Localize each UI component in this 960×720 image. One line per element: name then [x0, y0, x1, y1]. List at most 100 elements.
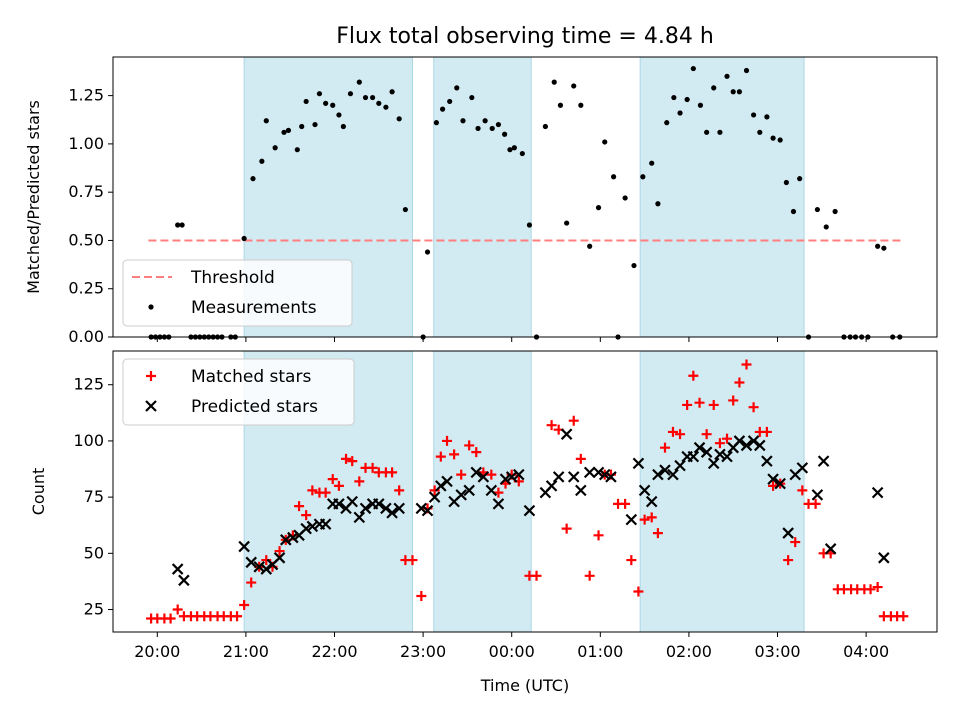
top-axes-frame	[112, 56, 938, 338]
matched-stars-point	[790, 537, 801, 548]
top-shaded-interval	[639, 56, 805, 338]
top-legend-label: Measurements	[191, 298, 317, 318]
predicted-stars-point	[645, 495, 658, 508]
matched-stars-point	[307, 485, 318, 496]
matched-stars-point	[722, 433, 733, 444]
measurement-point	[356, 79, 362, 85]
measurement-point	[578, 102, 584, 108]
predicted-stars-point	[463, 484, 475, 497]
bottom-y-axis-label: Count	[29, 468, 48, 516]
predicted-stars-point	[687, 450, 700, 463]
predicted-stars-point	[693, 441, 706, 454]
measurement-point	[272, 145, 278, 151]
x-tick-label: 00:00	[489, 642, 535, 661]
matched-stars-point	[872, 582, 883, 593]
matched-stars-point	[652, 528, 663, 539]
measurement-point	[347, 91, 354, 97]
measurement-point	[502, 131, 508, 137]
measurement-point	[881, 245, 887, 251]
predicted-stars-point	[632, 457, 645, 470]
bottom-y-tick-label: 100	[73, 431, 104, 450]
measurement-point	[424, 249, 431, 255]
x-axis-label: Time (UTC)	[480, 676, 569, 695]
chart-title: Flux total observing time = 4.84 h	[336, 24, 714, 49]
predicted-stars-point	[333, 498, 345, 510]
matched-stars-point	[435, 451, 446, 462]
predicted-stars-point	[747, 435, 760, 447]
predicted-stars-point	[871, 486, 884, 499]
matched-stars-point	[898, 611, 909, 622]
top-shaded-interval	[433, 56, 532, 338]
measurement-point	[179, 222, 185, 228]
measurement-point	[622, 195, 628, 201]
top-y-tick-label: 0.25	[68, 279, 104, 298]
top-panel: 0.00 0.25 0.50 0.75 1.00 1.25 Matched/Predicte…	[24, 56, 938, 346]
measurement-point	[649, 160, 655, 166]
matched-stars-point	[449, 449, 460, 460]
matched-stars-point	[341, 453, 352, 464]
bottom-legend-box	[122, 358, 355, 426]
measurement-point	[724, 73, 730, 79]
matched-stars-point	[261, 555, 272, 566]
measurement-point	[370, 94, 376, 101]
bottom-y-tick-label: 50	[84, 543, 104, 562]
bottom-legend-label: Matched stars	[191, 367, 311, 387]
predicted-stars-point	[552, 471, 565, 483]
predicted-stars-point	[386, 507, 398, 519]
measurement-point	[475, 125, 481, 132]
legend-matched-swatch	[146, 371, 156, 381]
predicted-stars-point	[782, 527, 794, 539]
measurement-point	[482, 118, 488, 124]
predicted-stars-point	[659, 464, 671, 476]
predicted-stars-point	[567, 471, 580, 483]
legend-measurements-swatch	[148, 304, 154, 310]
matched-stars-point	[333, 480, 344, 491]
predicted-stars-point	[415, 502, 428, 515]
predicted-stars-point	[761, 455, 773, 467]
x-tick-label: 21:00	[223, 642, 269, 661]
measurement-point	[340, 123, 346, 130]
measurement-point	[175, 222, 181, 228]
predicted-stars-point	[470, 466, 483, 479]
predicted-stars-point	[359, 502, 372, 515]
matched-stars-point	[416, 591, 427, 602]
measurement-point	[587, 243, 593, 249]
top-y-tick-label: 0.50	[68, 230, 104, 249]
measurement-point	[469, 94, 475, 101]
matched-stars-point	[810, 498, 821, 509]
matched-stars-point	[633, 586, 644, 597]
matched-stars-point	[165, 613, 176, 624]
measurement-point	[783, 179, 789, 186]
matched-stars-point	[274, 546, 285, 557]
predicted-stars-point	[441, 475, 453, 488]
x-tick-label: 22:00	[311, 642, 357, 661]
measurement-point	[777, 137, 783, 143]
matched-stars-point	[741, 359, 752, 370]
predicted-stars-point	[306, 520, 319, 533]
predicted-stars-point	[700, 446, 713, 458]
measurement-point	[454, 85, 460, 91]
predicted-stars-point	[638, 484, 651, 497]
matched-stars-point	[667, 426, 678, 437]
matched-stars-point	[546, 420, 557, 431]
measurement-point	[684, 96, 690, 103]
bottom-axes-frame	[112, 350, 938, 633]
measurement-point	[519, 150, 525, 157]
matched-stars-point	[714, 438, 725, 449]
measurement-point	[316, 91, 323, 97]
bottom-panel: 25 50 75 100 125 20:00 21:00 22:00 23:00 00:00 01:…	[29, 350, 938, 661]
matched-stars-point	[394, 485, 405, 496]
measurement-point	[655, 201, 661, 207]
measurement-point	[285, 127, 292, 133]
matched-stars-point	[407, 555, 418, 566]
matched-stars-point	[659, 442, 670, 453]
predicted-stars-point	[740, 439, 753, 452]
predicted-stars-point	[492, 498, 505, 510]
predicted-stars-point	[279, 534, 292, 546]
measurement-point	[677, 110, 683, 116]
top-y-tick-label: 1.25	[68, 86, 104, 105]
predicted-stars-point	[455, 489, 467, 501]
predicted-stars-point	[733, 435, 746, 447]
measurement-point	[640, 174, 646, 180]
measurement-point	[281, 129, 287, 135]
